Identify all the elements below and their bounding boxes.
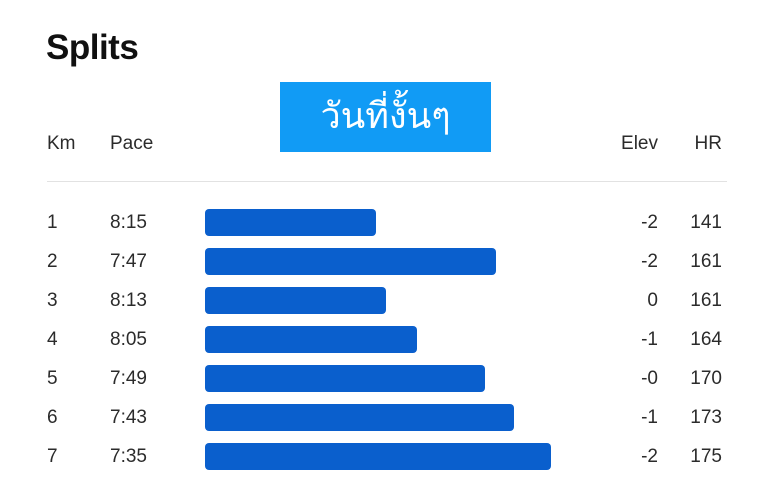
cell-pace: 7:47 xyxy=(110,251,147,272)
table-row[interactable]: 5 7:49 -0 170 xyxy=(0,359,768,398)
cell-elev: -1 xyxy=(641,407,658,428)
table-row[interactable]: 1 8:15 -2 141 xyxy=(0,203,768,242)
table-row[interactable]: 2 7:47 -2 161 xyxy=(0,242,768,281)
cell-hr: 173 xyxy=(690,407,722,428)
table-row[interactable]: 4 8:05 -1 164 xyxy=(0,320,768,359)
table-row[interactable]: 7 7:35 -2 175 xyxy=(0,437,768,476)
pace-bar-track xyxy=(205,248,635,275)
cell-km: 7 xyxy=(47,446,58,467)
pace-bar xyxy=(205,443,551,470)
cell-hr: 161 xyxy=(690,290,722,311)
pace-bar xyxy=(205,326,417,353)
cell-km: 4 xyxy=(47,329,58,350)
cell-elev: -2 xyxy=(641,212,658,233)
cell-km: 5 xyxy=(47,368,58,389)
pace-bar xyxy=(205,248,496,275)
cell-km: 3 xyxy=(47,290,58,311)
page-title: Splits xyxy=(46,28,139,67)
cell-elev: -2 xyxy=(641,251,658,272)
cell-elev: -1 xyxy=(641,329,658,350)
pace-bar xyxy=(205,404,514,431)
pace-bar-track xyxy=(205,209,635,236)
pace-bar xyxy=(205,209,376,236)
column-header-hr: HR xyxy=(694,133,722,154)
cell-hr: 164 xyxy=(690,329,722,350)
column-header-pace: Pace xyxy=(110,133,154,154)
column-header-km: Km xyxy=(47,133,76,154)
cell-pace: 8:13 xyxy=(110,290,147,311)
pace-bar xyxy=(205,287,386,314)
cell-hr: 141 xyxy=(690,212,722,233)
pace-bar-track xyxy=(205,404,635,431)
cell-elev: -0 xyxy=(641,368,658,389)
cell-elev: -2 xyxy=(641,446,658,467)
thai-overlay-label: วันที่งั้นๆ xyxy=(280,82,491,152)
header-divider xyxy=(47,181,727,182)
cell-hr: 161 xyxy=(690,251,722,272)
table-row[interactable]: 3 8:13 0 161 xyxy=(0,281,768,320)
pace-bar-track xyxy=(205,287,635,314)
cell-pace: 7:35 xyxy=(110,446,147,467)
cell-hr: 170 xyxy=(690,368,722,389)
cell-hr: 175 xyxy=(690,446,722,467)
column-header-elev: Elev xyxy=(621,133,658,154)
cell-km: 6 xyxy=(47,407,58,428)
pace-bar-track xyxy=(205,326,635,353)
cell-km: 2 xyxy=(47,251,58,272)
cell-elev: 0 xyxy=(647,290,658,311)
table-row[interactable]: 6 7:43 -1 173 xyxy=(0,398,768,437)
pace-bar-track xyxy=(205,443,635,470)
pace-bar xyxy=(205,365,485,392)
cell-pace: 8:15 xyxy=(110,212,147,233)
cell-km: 1 xyxy=(47,212,58,233)
cell-pace: 8:05 xyxy=(110,329,147,350)
cell-pace: 7:43 xyxy=(110,407,147,428)
pace-bar-track xyxy=(205,365,635,392)
cell-pace: 7:49 xyxy=(110,368,147,389)
splits-table-body: 1 8:15 -2 141 2 7:47 -2 161 3 8:13 0 161 4 8:05 -1 164 5… xyxy=(0,203,768,476)
